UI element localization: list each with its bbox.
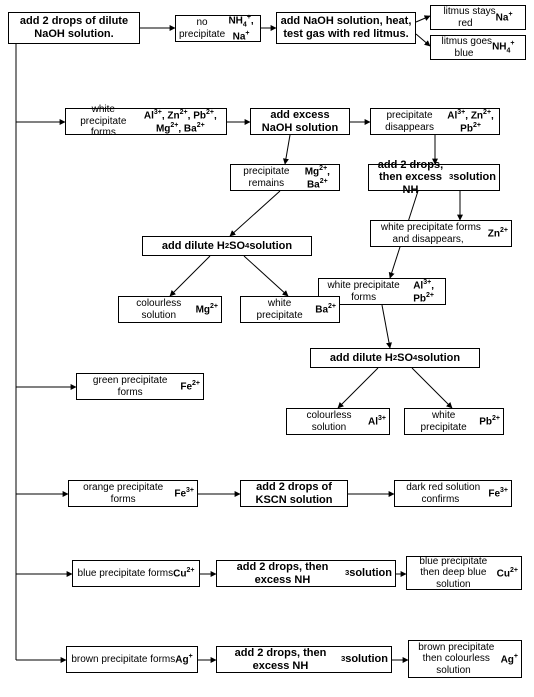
node-n18: white precipitatePb2+ [404,408,504,435]
edge-15 [382,305,390,348]
node-n24: add 2 drops, then excess NH3 solution [216,560,396,587]
node-n4: litmus staysred Na+ [430,5,526,30]
node-n3: add NaOH solution, heat, test gas with r… [276,12,416,44]
node-n22: dark red solution confirms Fe3+ [394,480,512,507]
node-n25: blue precipitate then deep blue solution… [406,556,522,590]
node-n2: no precipitateNH4+, Na+ [175,15,261,42]
node-n12: white precipitate forms and disappears, … [370,220,512,247]
node-n17: colourless solutionAl3+ [286,408,390,435]
node-n5: litmus goesblue NH4+ [430,35,526,60]
node-n10: add 2 drops, then excess NH3 solution [368,164,500,191]
node-n19: green precipitate formsFe2+ [76,373,204,400]
edge-14 [244,256,288,296]
node-n21: add 2 drops of KSCN solution [240,480,348,507]
node-n9: precipitate remainsMg2+, Ba2+ [230,164,340,191]
node-n7: add excess NaOH solution [250,108,350,135]
node-n15: white precipitateBa2+ [240,296,340,323]
node-n1: add 2 drops of dilute NaOH solution. [8,12,140,44]
node-n6: white precipitate formsAl3+, Zn2+, Pb2+,… [65,108,227,135]
node-n23: blue precipitate formsCu2+ [72,560,200,587]
edge-13 [170,256,210,296]
edge-10 [230,191,280,236]
edge-3 [416,34,430,46]
node-n28: brown precipitate then colourless soluti… [408,640,522,678]
edge-16 [338,368,378,408]
node-n8: precipitate disappearsAl3+, Zn2+, Pb2+ [370,108,500,135]
flowchart-canvas: add 2 drops of dilute NaOH solution. no p… [0,0,534,697]
node-n20: orange precipitate formsFe3+ [68,480,198,507]
node-n14: colourless solutionMg2+ [118,296,222,323]
node-n11: add dilute H2SO4 solution [142,236,312,256]
edge-8 [285,135,290,164]
node-n26: brown precipitate formsAg+ [66,646,198,673]
edge-2 [416,16,430,22]
edge-17 [412,368,452,408]
node-n27: add 2 drops, then excess NH3 solution [216,646,392,673]
node-n16: add dilute H2SO4 solution [310,348,480,368]
